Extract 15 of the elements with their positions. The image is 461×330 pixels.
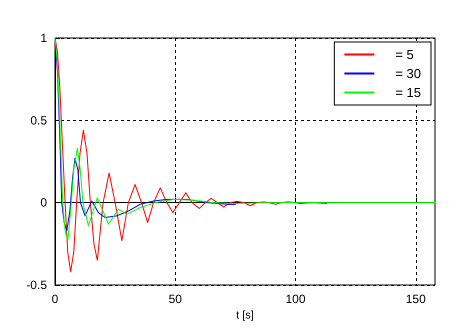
y-tick-label: 0.5 bbox=[30, 113, 48, 128]
y-tick-label: 1 bbox=[40, 31, 48, 45]
legend-label: = 5 bbox=[395, 47, 414, 62]
line-series bbox=[54, 38, 436, 242]
legend-label: = 15 bbox=[395, 85, 422, 100]
legend-label: = 30 bbox=[395, 66, 422, 81]
x-tick-label: 0 bbox=[52, 292, 59, 306]
y-tick-label: -0.5 bbox=[26, 278, 48, 292]
x-tick-label: 150 bbox=[406, 292, 426, 306]
line-series bbox=[54, 38, 236, 232]
x-tick-label: 50 bbox=[168, 292, 182, 306]
y-tick-label: 0 bbox=[40, 196, 48, 210]
x-tick-label: 100 bbox=[285, 292, 306, 306]
line-series bbox=[54, 38, 328, 272]
x-axis-title: t [s] bbox=[236, 309, 254, 322]
